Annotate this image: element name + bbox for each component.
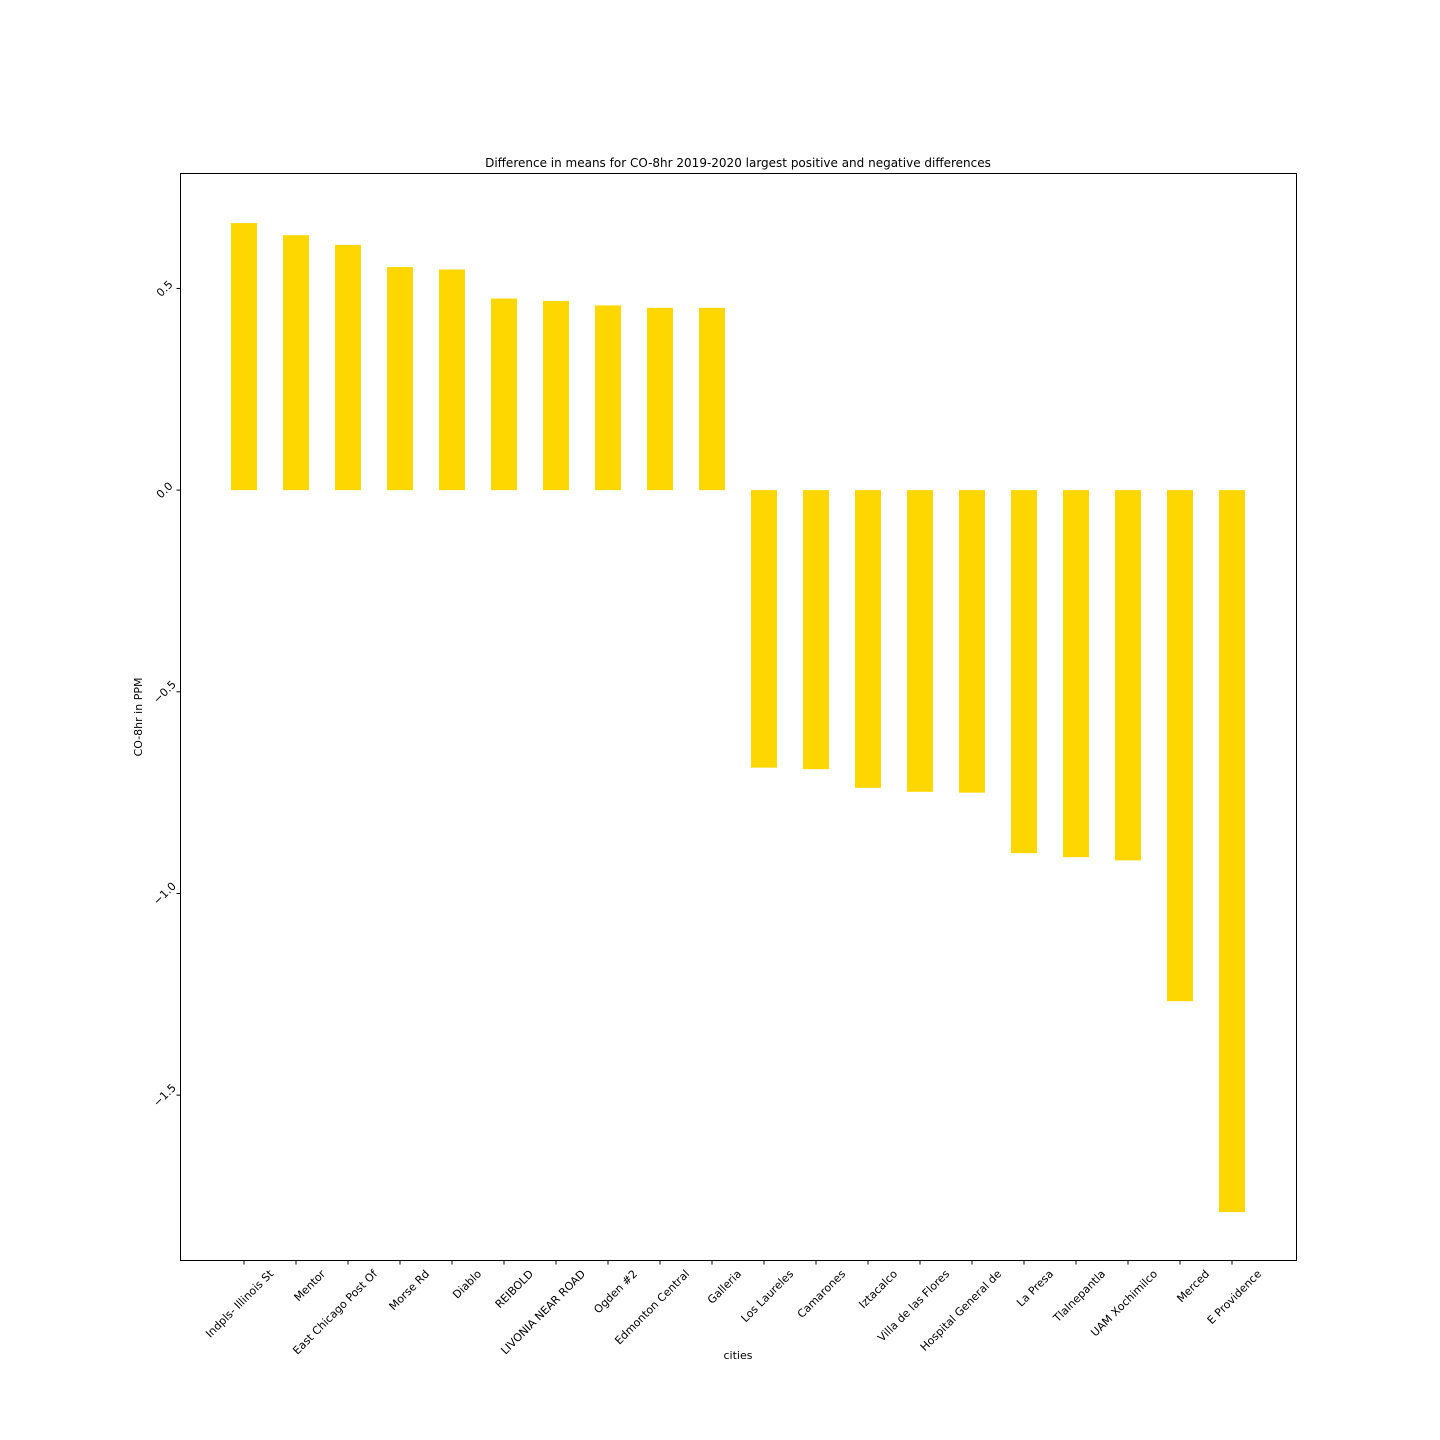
bar (439, 269, 465, 491)
x-tick-label: Diablo (450, 1267, 484, 1301)
x-tick-label: Mentor (291, 1267, 328, 1304)
bar (595, 305, 621, 491)
bar (1167, 490, 1193, 1002)
x-tick-label: LIVONIA NEAR ROAD (498, 1267, 588, 1357)
y-axis: 0.5 0.0 −0.5 −1.0 −1.5 (151, 278, 181, 1109)
bar (335, 244, 361, 491)
y-axis-label: CO-8hr in PPM (132, 678, 145, 757)
x-tick-label: Indpls- Illinois St (203, 1267, 276, 1340)
bar (543, 300, 569, 491)
y-tick-label: −1.0 (151, 880, 179, 908)
x-axis-label: cities (724, 1349, 753, 1362)
bar (751, 490, 777, 768)
x-tick-label: Iztacalco (856, 1267, 900, 1311)
bar (907, 490, 933, 792)
bar (387, 267, 413, 491)
x-tick-label: REIBOLD (493, 1267, 536, 1310)
bar (803, 490, 829, 770)
x-tick-label: E Providence (1205, 1267, 1265, 1327)
bar (491, 298, 517, 491)
y-tick-label: −0.5 (151, 678, 179, 706)
bar (647, 307, 673, 491)
y-tick-label: −1.5 (151, 1081, 179, 1109)
bars-group (231, 223, 1245, 1213)
x-tick-label: Ogden #2 (591, 1267, 640, 1316)
bar (959, 490, 985, 793)
bar (1011, 490, 1037, 854)
x-tick-label: East Chicago Post Of (290, 1267, 381, 1358)
x-tick-label: Tlalnepantla (1050, 1267, 1108, 1325)
y-tick-label: 0.5 (154, 278, 176, 300)
bar (1219, 490, 1245, 1213)
bar (1115, 490, 1141, 861)
bar (855, 490, 881, 788)
plot-area (180, 173, 1297, 1261)
bar (231, 223, 257, 491)
x-tick-label: Los Laureles (739, 1267, 797, 1325)
bar (1063, 490, 1089, 858)
x-tick-label: Galleria (705, 1267, 744, 1306)
bar (283, 235, 309, 491)
chart-title: Difference in means for CO-8hr 2019-2020… (485, 156, 991, 170)
x-tick-label: Camarones (795, 1267, 848, 1320)
x-tick-label: Merced (1174, 1267, 1212, 1305)
bar (699, 307, 725, 491)
y-tick-label: 0.0 (154, 480, 176, 502)
x-tick-label: Morse Rd (387, 1267, 433, 1313)
x-tick-label: La Presa (1014, 1267, 1056, 1309)
